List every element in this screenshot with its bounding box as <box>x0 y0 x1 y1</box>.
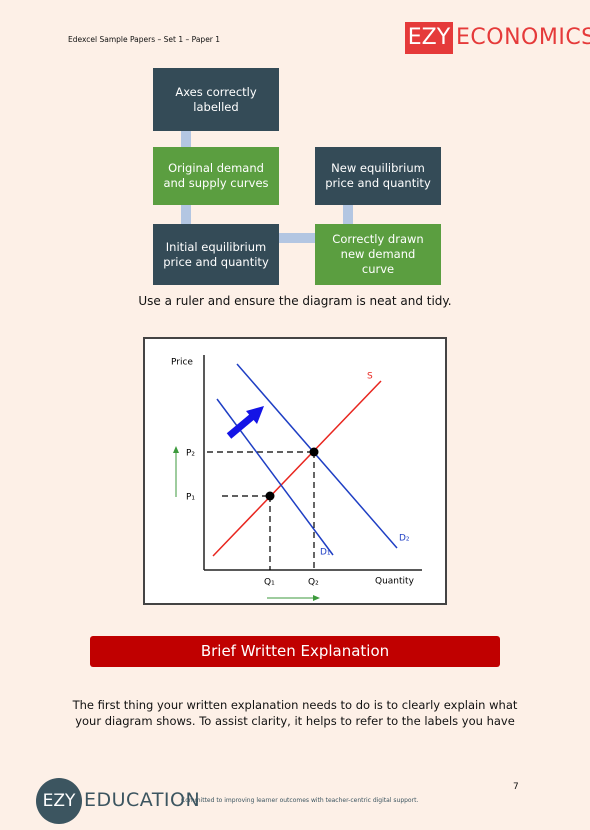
section-heading: Brief Written Explanation <box>90 636 500 667</box>
quantity-label: Q₁ <box>264 578 275 588</box>
connector <box>279 233 315 243</box>
instruction: Use a ruler and ensure the diagram is ne… <box>138 294 452 308</box>
price-arrow-head <box>173 446 179 453</box>
page-number: 7 <box>513 782 519 792</box>
supply-label: S <box>367 372 373 382</box>
y-axis-label: Price <box>171 358 193 368</box>
quantity-arrow-head <box>313 595 320 601</box>
shift-arrow-head <box>246 406 264 424</box>
header-title: Edexcel Sample Papers – Set 1 – Paper 1 <box>68 35 221 44</box>
footer-tagline: Committed to improving learner outcomes … <box>181 797 419 804</box>
guide-lines <box>207 451 315 570</box>
footer-brand: EZY <box>36 778 82 824</box>
demand-curve <box>216 398 334 556</box>
price-label: P₁ <box>186 493 195 503</box>
connector <box>343 205 353 224</box>
text-line: your diagram shows. To assist clarity, i… <box>75 714 515 728</box>
demand-label: D₂ <box>399 534 410 544</box>
equilibrium-point <box>265 491 275 501</box>
section-text: The first thing your written explanation… <box>0 697 590 729</box>
demand-curve <box>236 363 398 549</box>
shift-arrow <box>226 413 256 439</box>
logo-brand: EZY <box>405 22 453 54</box>
logo-name: ECONOMICS <box>456 25 590 50</box>
flow-node: New equilibrium price and quantity <box>315 147 441 205</box>
supply-curve <box>212 380 382 557</box>
flow-node: Initial equilibrium price and quantity <box>153 224 279 285</box>
flow-node: Original demand and supply curves <box>153 147 279 205</box>
text-line: The first thing your written explanation… <box>72 698 518 712</box>
connector <box>181 205 191 224</box>
connector <box>181 131 191 147</box>
demand-label: D₁ <box>320 548 331 558</box>
footer-name: EDUCATION <box>84 789 201 811</box>
x-axis-label: Quantity <box>375 577 415 587</box>
flow-node: Correctly drawn new demand curve <box>315 224 441 285</box>
flow-node: Axes correctly labelled <box>153 68 279 131</box>
quantity-label: Q₂ <box>308 578 319 588</box>
price-label: P₂ <box>186 449 195 459</box>
equilibrium-point <box>309 447 319 457</box>
